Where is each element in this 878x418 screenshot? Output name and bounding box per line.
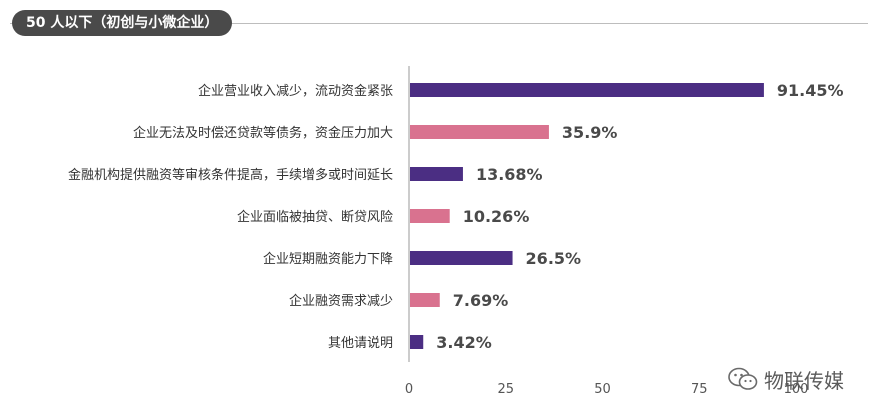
value-label: 10.26% (463, 207, 530, 226)
category-label: 企业面临被抽贷、断贷风险 (237, 209, 393, 225)
bar (410, 209, 450, 223)
value-label: 26.5% (526, 249, 582, 268)
x-tick-label: 75 (691, 382, 708, 397)
wechat-icon (728, 367, 758, 390)
bar (410, 125, 549, 139)
x-tick-label: 25 (497, 382, 514, 397)
category-label: 金融机构提供融资等审核条件提高，手续增多或时间延长 (68, 167, 393, 183)
bar (410, 293, 440, 307)
category-label: 企业融资需求减少 (289, 293, 393, 309)
value-label: 7.69% (453, 291, 509, 310)
value-label: 91.45% (777, 81, 844, 100)
chart-title: 50 人以下（初创与小微企业） (12, 10, 233, 36)
category-label: 企业营业收入减少，流动资金紧张 (198, 83, 393, 99)
value-label: 3.42% (436, 333, 492, 352)
category-label: 其他请说明 (328, 336, 393, 351)
value-label: 13.68% (476, 165, 543, 184)
header-row: 50 人以下（初创与小微企业） (0, 0, 878, 46)
category-label: 企业短期融资能力下降 (263, 251, 393, 267)
watermark-text: 物联传媒 (764, 368, 844, 393)
watermark: 物联传媒 (728, 364, 844, 394)
category-label: 企业无法及时偿还贷款等债务，资金压力加大 (133, 125, 393, 141)
x-tick-label: 100 (784, 382, 809, 397)
x-tick-label: 50 (594, 382, 611, 397)
value-label: 35.9% (562, 123, 618, 142)
bar (410, 83, 764, 97)
x-tick-label: 0 (405, 382, 413, 397)
header-divider (10, 23, 868, 24)
bar (410, 335, 424, 349)
bar (410, 167, 463, 181)
bar (410, 251, 513, 265)
